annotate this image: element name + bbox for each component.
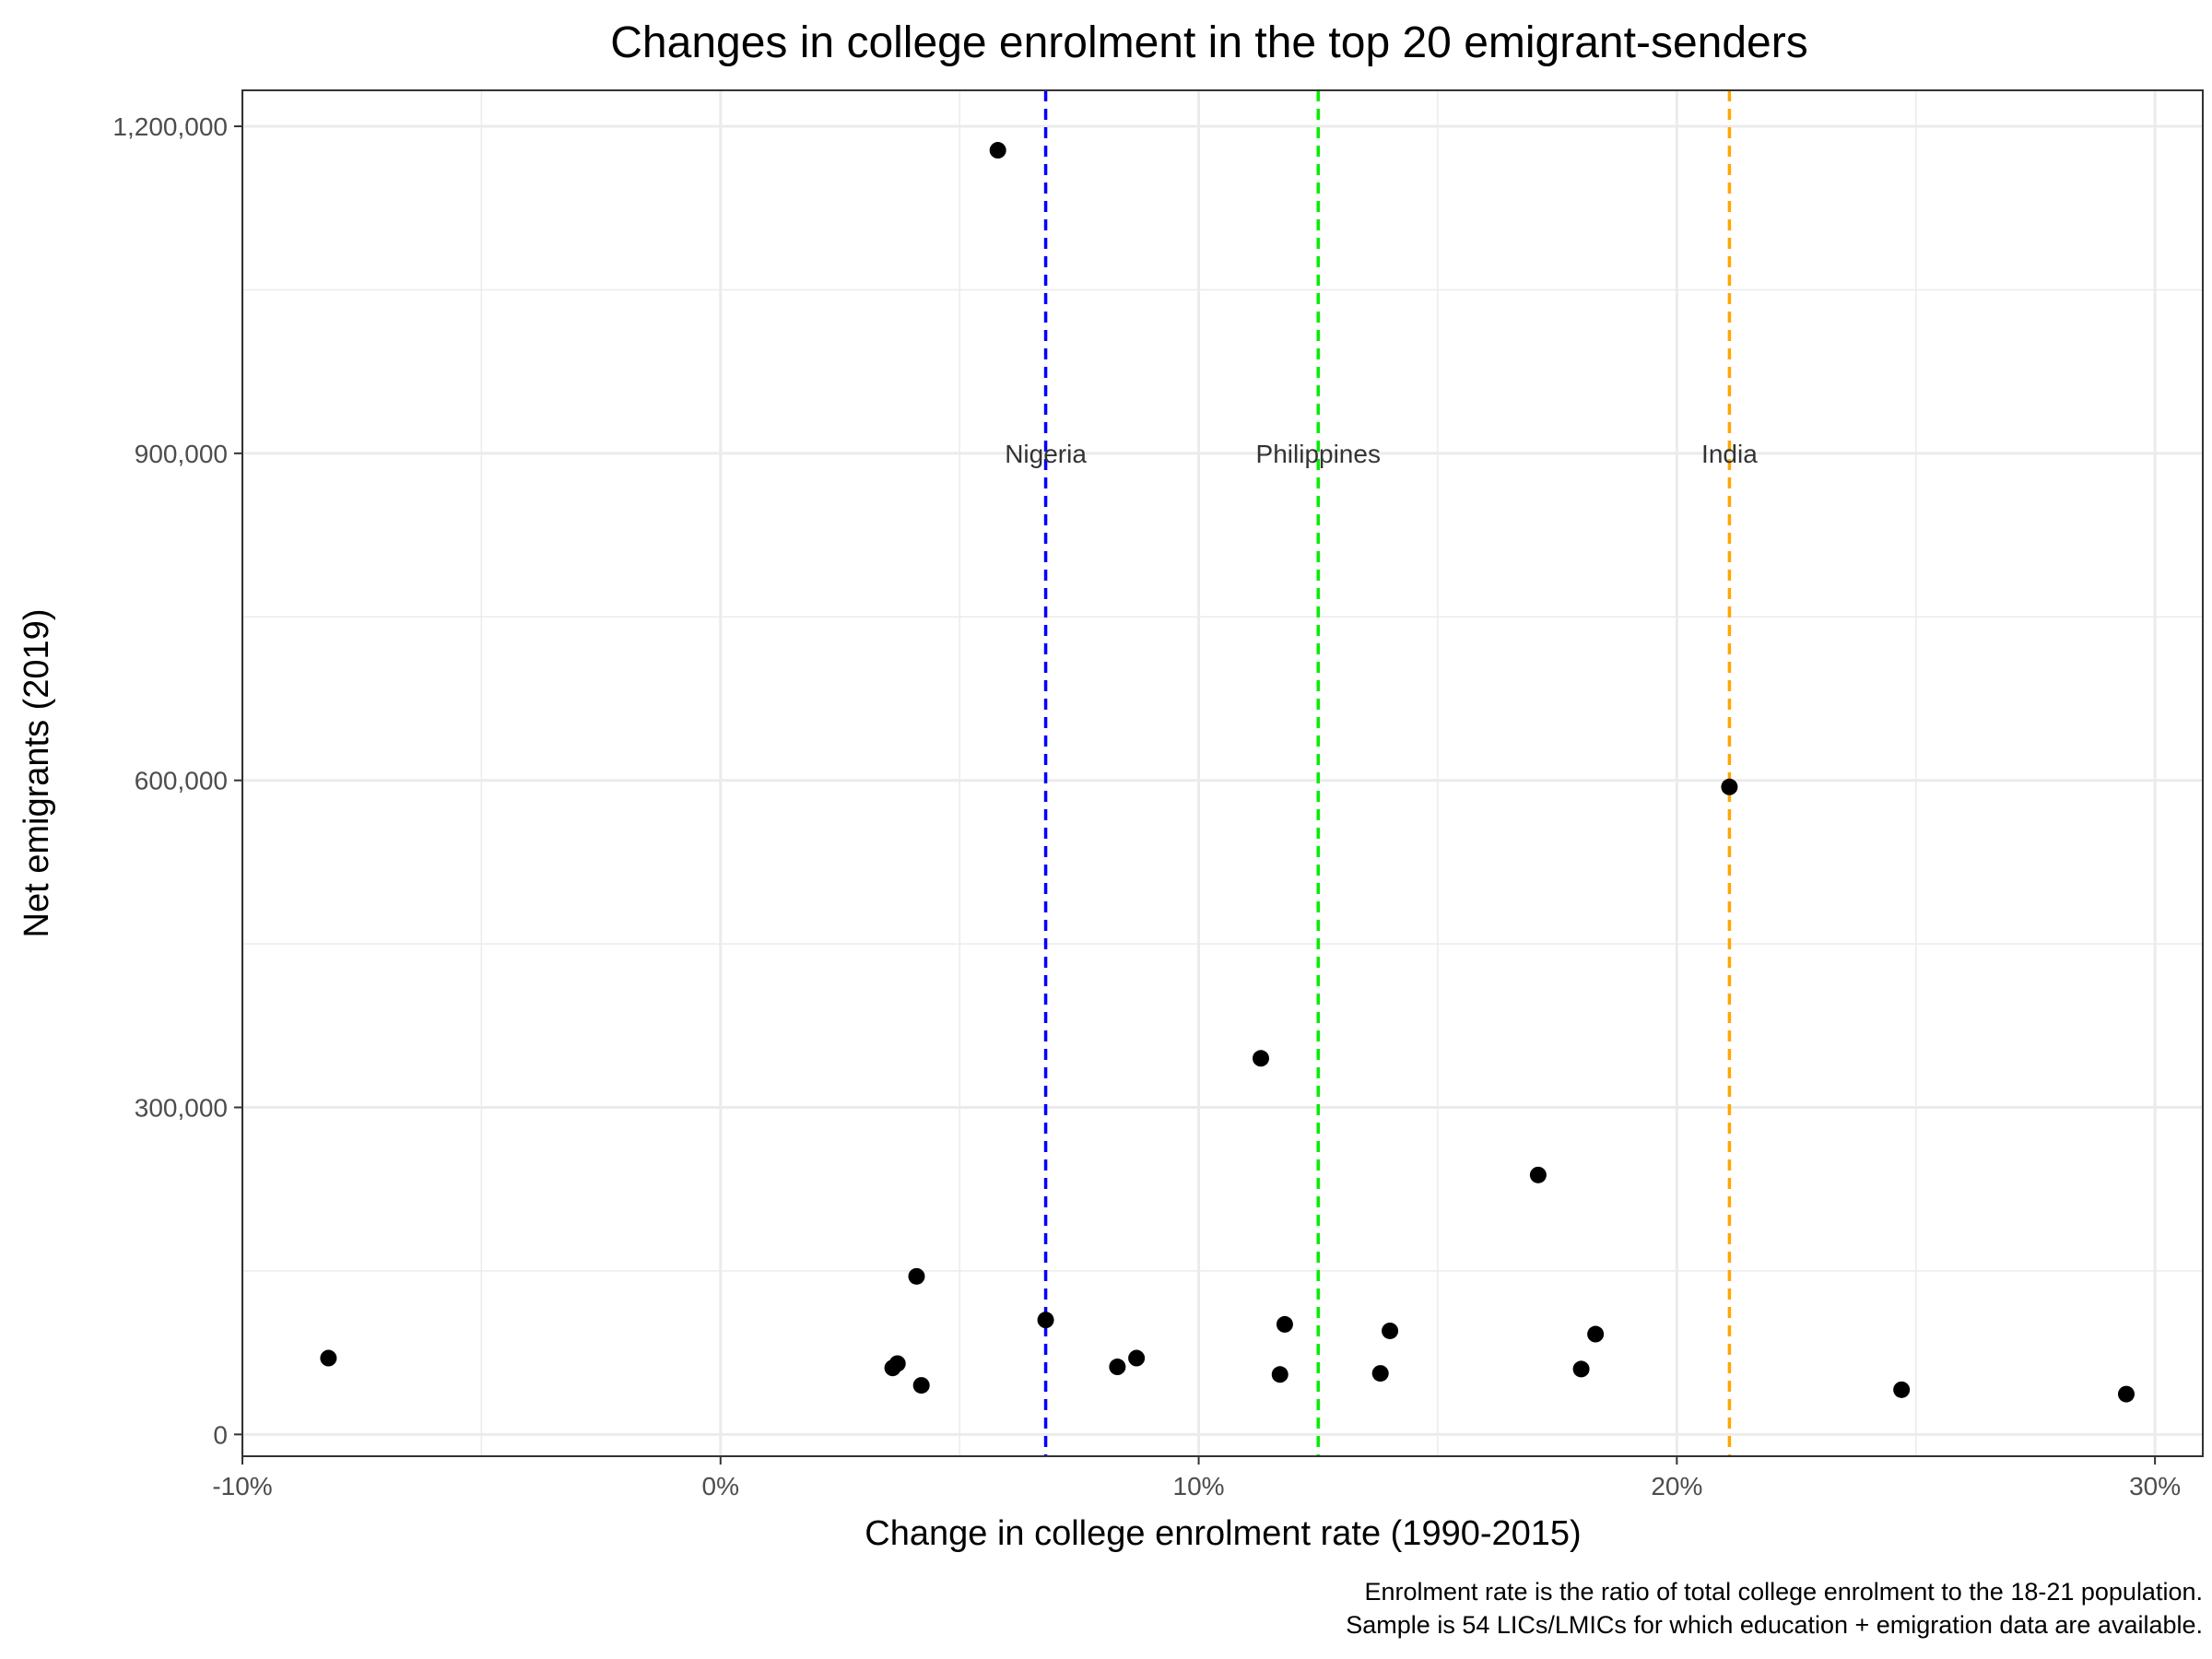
data-point [320,1349,337,1367]
x-tick-label: 30% [2129,1472,2181,1500]
data-point [1529,1166,1547,1183]
y-tick-label: 600,000 [135,767,228,795]
data-point [1276,1315,1293,1333]
caption-line-1: Enrolment rate is the ratio of total col… [1364,1578,2203,1606]
panel-border [241,89,2204,1457]
data-point [1893,1381,1911,1398]
y-tick-label: 900,000 [135,440,228,468]
x-tick-label: 20% [1651,1472,1702,1500]
reference-line-labels: Nigeria Philippines India [1005,440,1758,468]
data-point [1587,1325,1605,1343]
data-point [1572,1360,1590,1378]
data-point [912,1377,930,1394]
data-point [1253,1050,1270,1067]
x-axis-title: Change in college enrolment rate (1990-2… [865,1514,1581,1553]
reference-line-label-india: India [1701,440,1758,468]
data-point [1128,1349,1146,1367]
y-axis: 0 300,000 600,000 900,000 1,200,000 [112,112,242,1449]
x-axis: -10% 0% 10% 20% 30% [212,1456,2181,1500]
x-tick-label: 10% [1173,1472,1225,1500]
data-points [320,142,2135,1403]
reference-line-label-philippines: Philippines [1256,440,1381,468]
data-point [1382,1322,1399,1339]
data-point [908,1267,925,1285]
data-point [1371,1365,1389,1382]
data-point [2117,1385,2135,1403]
data-point [1109,1359,1126,1376]
y-tick-label: 1,200,000 [112,112,228,141]
data-point [989,142,1006,159]
caption-line-2: Sample is 54 LICs/LMICs for which educat… [1346,1611,2203,1639]
gridlines [241,90,2203,1456]
x-tick-label: -10% [212,1472,272,1500]
reference-line-label-nigeria: Nigeria [1005,440,1087,468]
data-point [888,1355,906,1372]
x-tick-label: 0% [702,1472,739,1500]
data-point [1721,778,1738,795]
y-tick-label: 0 [213,1420,228,1449]
reference-lines [1043,90,1732,1456]
data-point [1037,1312,1054,1329]
data-point [1271,1366,1288,1383]
chart-title: Changes in college enrolment in the top … [610,18,1807,67]
y-tick-label: 300,000 [135,1094,228,1123]
y-axis-title: Net emigrants (2019) [18,609,56,938]
